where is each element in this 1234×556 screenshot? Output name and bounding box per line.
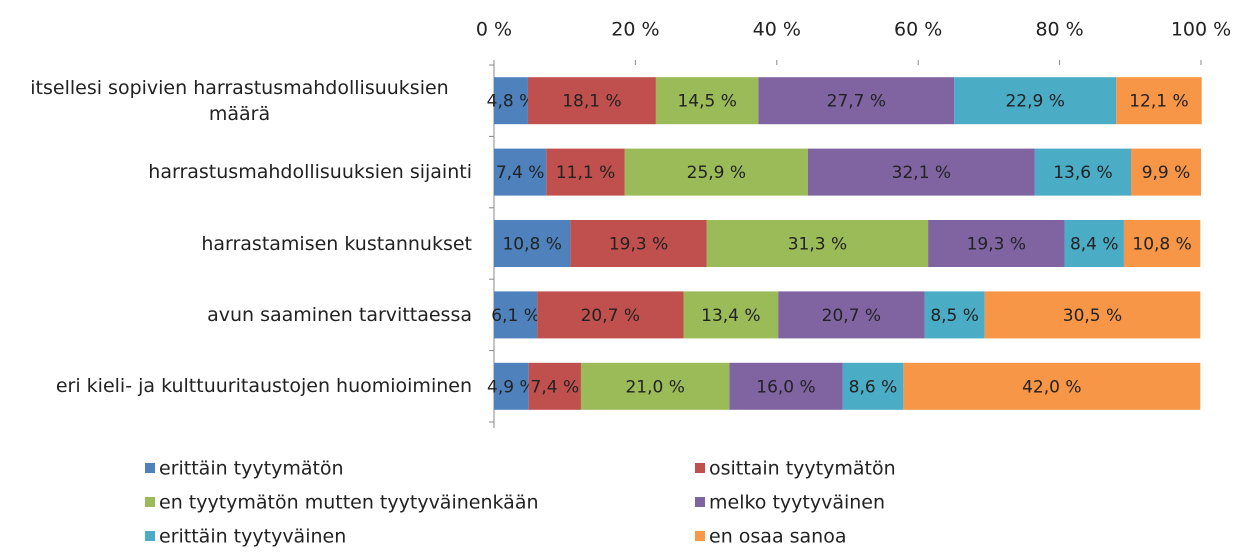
legend-label: en tyytymätön mutten tyytyväinenkään: [159, 492, 539, 514]
data-label: 32,1 %: [892, 163, 951, 183]
bar-segment: [537, 291, 684, 339]
data-label: 16,0 %: [756, 377, 815, 397]
bar-segment: [807, 148, 1035, 196]
y-tick-label: itsellesi sopivien harrastusmahdollisuuk…: [30, 76, 449, 125]
data-label: 20,7 %: [581, 306, 640, 326]
bar-segment: [683, 291, 779, 339]
data-label: 14,5 %: [677, 92, 736, 112]
bar-segment: [778, 291, 925, 339]
data-label: 20,7 %: [822, 306, 881, 326]
data-label: 10,8 %: [502, 235, 561, 255]
x-tick-label: 60 %: [894, 19, 942, 41]
bar-segment: [494, 77, 528, 125]
data-label: 7,4 %: [496, 163, 545, 183]
data-label: 22,9 %: [1005, 92, 1064, 112]
x-tick-label: 100 %: [1171, 19, 1231, 41]
legend-swatch: [145, 463, 155, 473]
y-tick-label: harrastamisen kustannukset: [201, 232, 472, 255]
bar-segment: [1131, 148, 1201, 196]
bar-segment: [494, 362, 529, 410]
data-label: 7,4 %: [531, 377, 580, 397]
bar-segment: [758, 77, 955, 125]
legend-label: erittäin tyytyväinen: [159, 526, 346, 548]
bar-segment: [494, 148, 547, 196]
data-label: 18,1 %: [562, 92, 621, 112]
data-label: 6,1 %: [491, 306, 540, 326]
bar-segment: [1116, 77, 1202, 125]
legend-label: osittain tyytymätön: [709, 458, 896, 480]
bar-segment: [924, 291, 985, 339]
data-label: 4,8 %: [487, 92, 536, 112]
data-label: 8,5 %: [930, 306, 979, 326]
legend-swatch: [695, 531, 705, 541]
x-tick-label: 40 %: [753, 19, 801, 41]
data-label: 11,1 %: [556, 163, 615, 183]
bar-segment: [546, 148, 625, 196]
data-label: 8,4 %: [1070, 235, 1119, 255]
bar-segment: [527, 77, 656, 125]
bar-segment: [903, 362, 1201, 410]
bar-segment: [1064, 220, 1124, 267]
legend-label: en osaa sanoa: [709, 526, 846, 548]
y-tick-label: harrastusmahdollisuuksien sijainti: [148, 161, 472, 184]
data-label: 25,9 %: [687, 163, 746, 183]
bar-segment: [928, 220, 1065, 267]
bar-segment: [580, 362, 730, 410]
x-tick-label: 0 %: [476, 19, 512, 41]
bar-segment: [655, 77, 759, 125]
legend-swatch: [695, 497, 705, 507]
bar-segment: [984, 291, 1201, 339]
legend-swatch: [695, 463, 705, 473]
data-label: 8,6 %: [849, 377, 898, 397]
legend-swatch: [145, 497, 155, 507]
data-label: 42,0 %: [1022, 377, 1081, 397]
bar-segment: [729, 362, 843, 410]
legend-swatch: [145, 531, 155, 541]
data-label: 31,3 %: [788, 235, 847, 255]
data-label: 13,4 %: [701, 306, 760, 326]
data-label: 4,9 %: [487, 377, 536, 397]
bar-segment: [1034, 148, 1132, 196]
legend-label: melko tyytyväinen: [709, 492, 885, 514]
bar-segment: [570, 220, 707, 267]
data-label: 30,5 %: [1063, 306, 1122, 326]
bar-segment: [494, 220, 571, 267]
y-tick-label: eri kieli- ja kulttuuritaustojen huomioi…: [55, 375, 472, 398]
x-tick-label: 20 %: [611, 19, 659, 41]
data-label: 10,8 %: [1132, 235, 1191, 255]
data-label: 9,9 %: [1142, 163, 1191, 183]
bar-segment: [954, 77, 1117, 125]
data-label: 19,3 %: [967, 235, 1026, 255]
x-tick-label: 80 %: [1035, 19, 1083, 41]
bar-segment: [494, 291, 538, 339]
bar-segment: [528, 362, 581, 410]
data-label: 19,3 %: [609, 235, 668, 255]
bar-segment: [706, 220, 929, 267]
data-label: 27,7 %: [827, 92, 886, 112]
y-tick-label: avun saaminen tarvittaessa: [207, 303, 472, 326]
bar-segment: [842, 362, 904, 410]
data-label: 21,0 %: [625, 377, 684, 397]
bar-segment: [624, 148, 808, 196]
data-label: 12,1 %: [1129, 92, 1188, 112]
data-label: 13,6 %: [1053, 163, 1112, 183]
bar-segment: [1123, 220, 1201, 267]
legend-label: erittäin tyytymätön: [159, 458, 344, 480]
